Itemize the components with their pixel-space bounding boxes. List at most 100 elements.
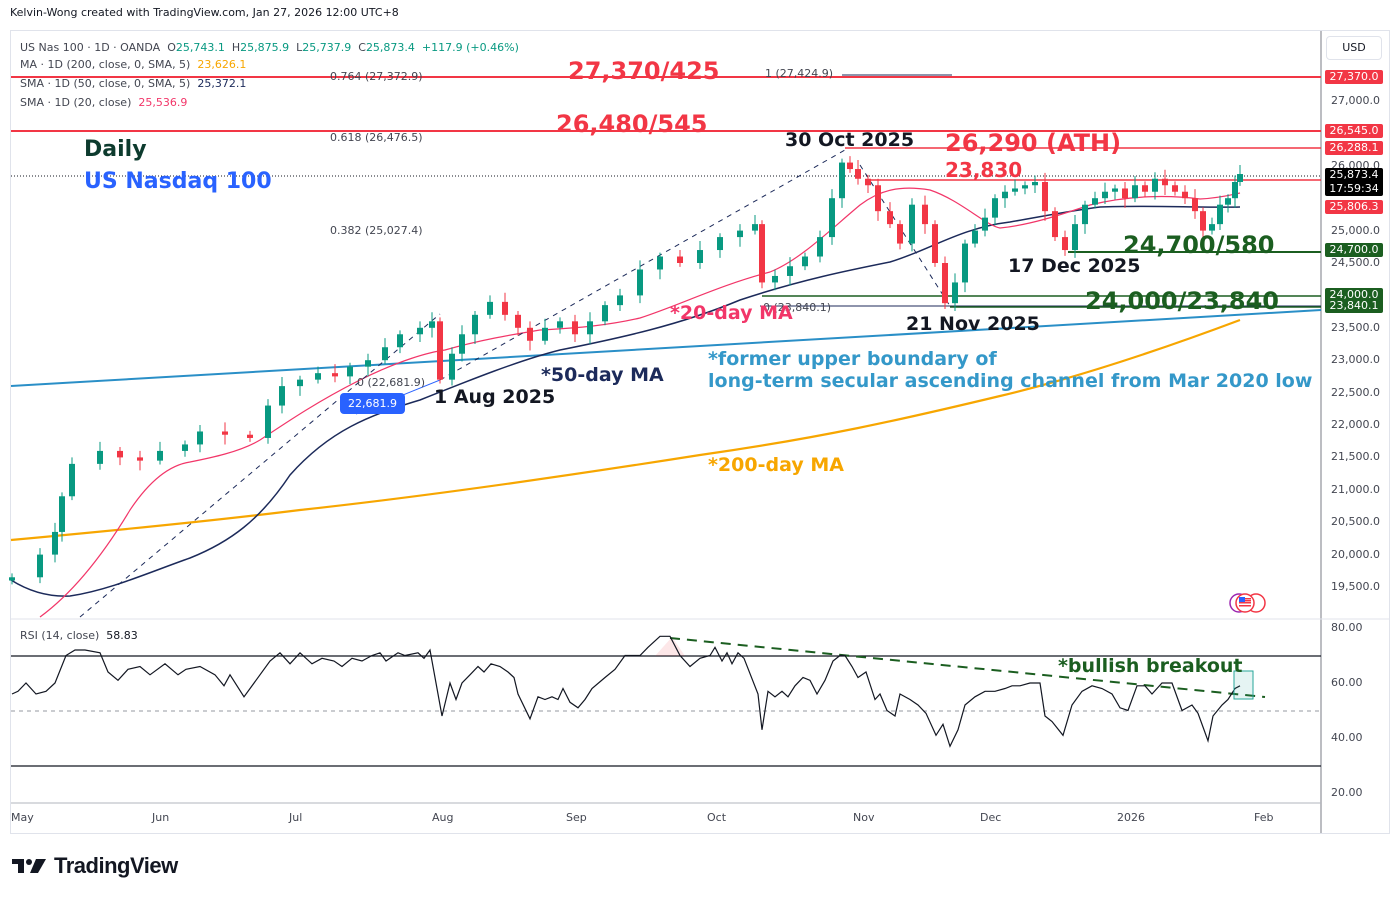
fib-0764-label: 0.764 (27,372.9) [330,70,423,83]
candle [572,321,578,335]
candle [365,360,371,367]
candle [602,305,608,322]
candle [279,386,285,406]
rsi-tick-20: 20.00 [1331,786,1363,799]
timeframe-label: Daily [84,137,147,162]
candle [247,434,253,438]
candle [382,347,388,361]
price-badge: 25,873.4 17:59:34 [1325,168,1383,196]
price-tick: 25,000.0 [1331,223,1380,237]
candle [1182,191,1188,199]
candle [449,353,455,380]
candle [697,250,703,263]
sma50-legend[interactable]: SMA · 1D (50, close, 0, SMA, 5) 25,372.1 [20,77,247,90]
resistance-label-23830: 23,830 [945,158,1023,182]
candle [897,224,903,244]
candle [52,531,58,555]
candle [1112,188,1118,192]
candle [515,314,521,328]
date-label-dec17: 17 Dec 2025 [1008,255,1141,277]
candle [332,373,338,377]
price-badge: 27,370.0 [1325,70,1383,85]
breakout-highlight-box [1233,670,1254,700]
candle [1002,191,1008,199]
candle [437,321,443,380]
candle [829,198,835,238]
fib-0-label: 0 (22,681.9) [357,376,426,389]
candle [417,327,423,335]
candle [487,301,493,315]
candle [1152,178,1158,192]
rsi-legend[interactable]: RSI (14, close) 58.83 [20,629,138,642]
ma200-legend[interactable]: MA · 1D (200, close, 0, SMA, 5) 23,626.1 [20,58,247,71]
candle [887,211,893,225]
candle [97,450,103,464]
candle [1082,204,1088,225]
candle [502,301,508,315]
candle [737,230,743,238]
time-tick-aug: Aug [432,811,454,824]
candle [1032,182,1038,186]
candle [265,405,271,438]
time-tick-nov: Nov [853,811,875,824]
price-badge: 25,806.3 [1325,200,1383,214]
price-tick: 19,500.0 [1331,580,1380,593]
candle [942,263,948,304]
price-tick: 22,000.0 [1331,418,1380,431]
candle [429,321,435,328]
candle [69,463,75,497]
candle [752,224,758,231]
candle [1122,188,1128,199]
candle [617,295,623,306]
candle [972,230,978,244]
price-badge: 23,840.1 [1325,298,1383,313]
fib-0b-label: 0 (23,840.1) [763,301,832,314]
rsi-tick-40: 40.00 [1331,731,1363,744]
candle [222,431,228,435]
candle [952,282,958,304]
candle [1225,198,1231,205]
ath-label: 26,290 (ATH) [945,129,1122,157]
candle [197,431,203,445]
time-tick-feb: Feb [1254,811,1274,824]
price-tick: 21,000.0 [1331,482,1380,496]
fib-0382-label: 0.382 (25,027.4) [330,224,423,237]
candle [527,327,533,341]
rsi-line [11,635,1241,748]
sma50-line [10,205,1241,597]
candle [1192,198,1198,212]
ma200-annotation: *200-day MA [708,454,844,476]
candle [677,256,683,263]
candle [315,373,321,380]
candle [1142,185,1148,192]
currency-button[interactable]: USD [1326,36,1382,60]
date-label-aug1: 1 Aug 2025 [434,386,556,408]
candle [182,444,188,451]
candle [472,314,478,335]
ma200-line [10,318,1241,542]
us-flag-events-icon[interactable] [1228,592,1270,614]
rsi-trendline [669,637,1266,698]
candle [117,450,123,458]
candle [875,185,881,212]
channel-boundary-line [10,309,1322,387]
ohlc-legend: US Nas 100 · 1D · OANDA O25,743.1 H25,87… [20,41,519,54]
candle [787,266,793,276]
time-tick-oct: Oct [707,811,727,824]
candle [137,457,143,461]
candle [909,204,915,244]
fib-0618-label: 0.618 (26,476.5) [330,131,423,144]
sma20-legend[interactable]: SMA · 1D (20, close) 25,536.9 [20,96,188,109]
rsi-tick-80: 80.00 [1331,621,1363,634]
price-tick: 27,000.0 [1331,94,1380,107]
candle [865,178,871,186]
time-tick-may: May [11,811,34,824]
rsi-tick-60: 60.00 [1331,676,1363,689]
candle [772,275,778,283]
tradingview-logo-icon [12,859,46,873]
time-tick-dec: Dec [980,811,1002,824]
candle [1062,237,1068,251]
time-tick-jul: Jul [289,811,303,824]
candle [922,204,928,225]
